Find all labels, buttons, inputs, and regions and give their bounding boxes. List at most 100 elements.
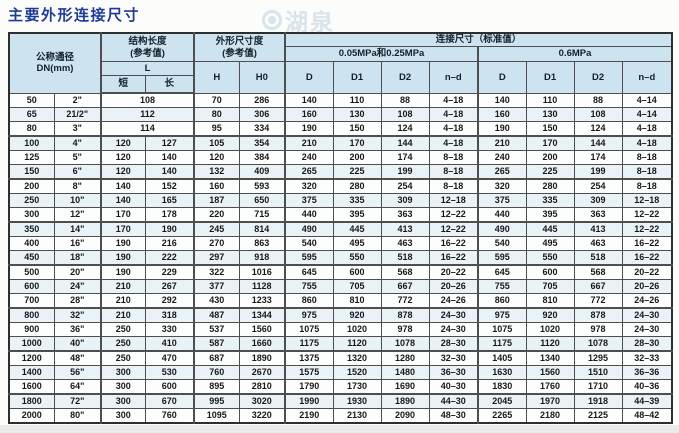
cell: 1095 <box>193 408 240 424</box>
cell: 1560 <box>525 365 575 380</box>
cell: 1078 <box>380 336 430 352</box>
cell: 225 <box>525 164 575 180</box>
header-connection-size: 连接尺寸（标准值） <box>284 32 673 47</box>
cell: 32–33 <box>621 350 673 366</box>
cell: 48" <box>53 350 102 366</box>
cell: 1690 <box>380 379 430 395</box>
cell: 140 <box>284 92 334 108</box>
cell: 174 <box>380 150 430 165</box>
cell: 200 <box>525 150 575 165</box>
cell: 400 <box>8 236 55 251</box>
cell: 495 <box>332 236 382 251</box>
cell: 863 <box>238 236 286 251</box>
cell: 65 <box>8 107 55 122</box>
header-pressure-group1: 0.05MPa和0.25MPa <box>284 46 479 62</box>
cell: 705 <box>332 279 382 294</box>
cell: 108 <box>573 107 623 122</box>
cell: 150 <box>8 164 55 180</box>
cell: 1175 <box>477 336 527 352</box>
cell: 70 <box>193 92 240 108</box>
cell: 140 <box>100 193 146 208</box>
cell: 495 <box>525 236 575 251</box>
cell: 320 <box>477 178 527 194</box>
cell: 170 <box>100 207 146 223</box>
cell: 160 <box>477 107 527 122</box>
cell: 1120 <box>525 336 575 352</box>
cell: 1340 <box>525 350 575 366</box>
cell: 810 <box>525 293 575 309</box>
cell: 518 <box>573 250 623 266</box>
cell: 595 <box>284 250 334 266</box>
cell: 110 <box>332 92 382 108</box>
cell: 210 <box>477 135 527 151</box>
cell: 1930 <box>332 393 382 409</box>
cell: 200 <box>8 178 55 194</box>
cell: 245 <box>193 221 240 237</box>
cell: 878 <box>573 307 623 323</box>
cell: 190 <box>144 221 195 237</box>
cell: 1280 <box>380 350 430 366</box>
cell: 229 <box>144 264 195 280</box>
cell: 297 <box>193 250 240 266</box>
cell: 490 <box>284 221 334 237</box>
cell: 28–30 <box>621 336 673 352</box>
cell: 140 <box>100 178 146 194</box>
cell: 1000 <box>8 336 55 352</box>
cell: 1918 <box>573 393 623 409</box>
cell: 190 <box>284 121 334 137</box>
cell: 160 <box>193 178 240 194</box>
cell: 56" <box>53 365 102 380</box>
cell: 254 <box>380 178 430 194</box>
cell: 44–30 <box>428 393 479 409</box>
cell: 24–30 <box>428 307 479 323</box>
cell: 463 <box>380 236 430 251</box>
cell: 2265 <box>477 408 527 424</box>
cell: 12" <box>53 207 102 223</box>
cell: 80 <box>8 121 55 137</box>
table-row: 200 8" 140 152 160 593 320 280 254 8–18 320 280 254 8… <box>8 178 673 194</box>
table-row: 1400 56" 300 530 760 2670 1575 1520 1480 36–30 163… <box>8 365 673 380</box>
cell: 187 <box>193 193 240 208</box>
cell: 1560 <box>238 322 286 337</box>
cell: 755 <box>284 279 334 294</box>
cell: 1600 <box>8 379 55 395</box>
cell: 687 <box>193 350 240 366</box>
cell: 1016 <box>238 264 286 280</box>
cell: 4" <box>53 135 102 151</box>
cell: 20" <box>53 264 102 280</box>
cell: 8–18 <box>428 164 479 180</box>
cell: 120 <box>100 164 146 180</box>
header-structure-length: 结构长度 (参考值) <box>100 32 195 62</box>
header-h: H <box>193 61 240 94</box>
cell: 568 <box>573 264 623 280</box>
cell: 24–26 <box>428 293 479 309</box>
cell: 170 <box>100 221 146 237</box>
cell: 165 <box>144 193 195 208</box>
cell: 760 <box>193 365 240 380</box>
table-row: 800 32" 210 318 487 1344 975 920 878 24–30 975 920 8… <box>8 307 673 323</box>
header-d1-g2: D1 <box>525 61 575 94</box>
header-d-g2: D <box>477 61 527 94</box>
cell: 20–22 <box>428 264 479 280</box>
cell: 140 <box>144 150 195 165</box>
cell: 975 <box>284 307 334 323</box>
cell: 225 <box>332 164 382 180</box>
cell: 2125 <box>573 408 623 424</box>
header-l-short: 短 <box>100 75 146 94</box>
header-d2-g2: D2 <box>573 61 623 94</box>
cell: 4–18 <box>428 107 479 122</box>
cell: 110 <box>525 92 575 108</box>
cell: 309 <box>380 193 430 208</box>
header-d-g1: D <box>284 61 334 94</box>
cell: 715 <box>238 207 286 223</box>
table-row: 2000 80" 300 760 1095 3220 2190 2130 2090 48–30 22… <box>8 408 673 424</box>
cell: 900 <box>8 322 55 337</box>
table-row: 900 36" 250 330 537 1560 1075 1020 978 24–30 1075 1… <box>8 322 673 337</box>
cell: 300 <box>8 207 55 223</box>
cell: 463 <box>573 236 623 251</box>
table-row: 250 10" 140 165 187 650 375 335 309 12–18 375 335 30… <box>8 193 673 208</box>
table-row: 50 2" 108 70 286 140 110 88 4–18 140 110 88 4–14 <box>8 92 673 108</box>
cell: 16–22 <box>621 236 673 251</box>
cell: 700 <box>8 293 55 309</box>
cell: 550 <box>525 250 575 266</box>
